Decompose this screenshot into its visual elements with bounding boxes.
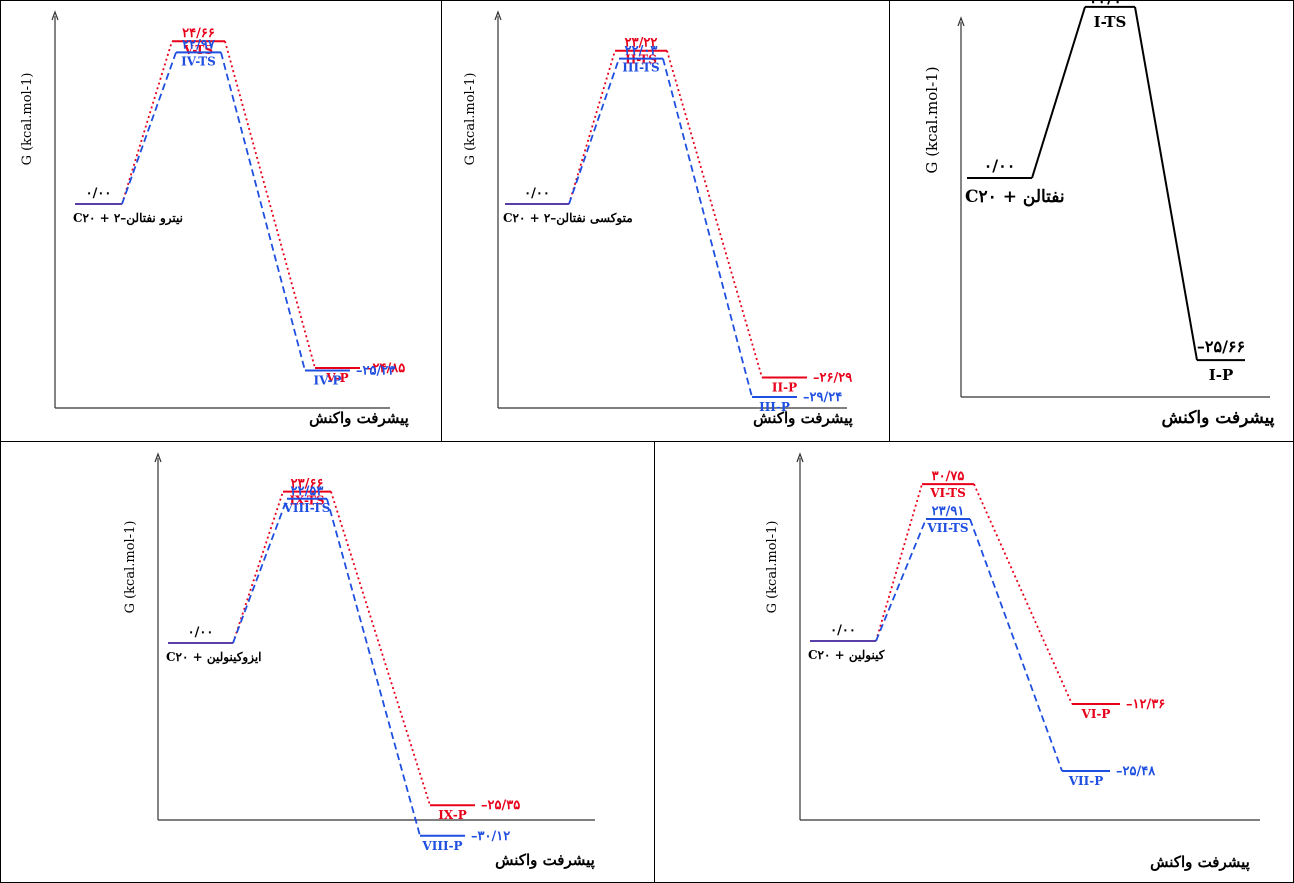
energy-profile-panel-5: G (kcal.mol-1) پیشرفت واکنش ۰/۰۰ C۲۰ + کینو… [765,452,1260,872]
ts-name-label: I-TS [1094,13,1127,31]
frame-col-divider-3 [654,441,655,883]
connector-ii-ts-out [666,50,763,378]
x-axis-label: پیشرفت واکنش [753,409,853,428]
ts-energy-value: ۲۳/۶۶ [291,477,324,492]
ts-name-label: VII-TS [926,521,968,535]
ts-energy-value: ۲۲/۵۳ [291,484,324,499]
connector-v-ts-in [121,40,173,205]
ts-name-label: II-TS [625,53,657,67]
x-axis-label: پیشرفت واکنش [1150,853,1250,872]
y-axis-label: G (kcal.mol-1) [463,73,478,166]
ts-energy-value: ۲۲/۹۷ [182,37,216,52]
product-name-label: IV-P [313,374,341,388]
x-axis-label: پیشرفت واکنش [1162,408,1275,428]
connector-i-ts-out [1134,6,1198,361]
product-energy-value: –۲۵/۶۶ [1197,337,1245,356]
connector-vi-ts-in [875,483,923,642]
energy-profile-panel-1: G (kcal.mol-1) پیشرفت واکنش ۰/۰۰ C۲۰ + ۲–نی… [20,10,409,428]
ts-name-label: IV-TS [181,54,216,68]
product-energy-value: –۲۵/۴۸ [1116,764,1156,779]
product-name-label: I-P [1209,366,1234,384]
reactant-energy-value: ۰/۰۰ [830,623,856,638]
connector-iv-ts-in [121,52,177,205]
product-name-label: II-P [772,381,797,395]
y-axis-label: G (kcal.mol-1) [923,66,941,173]
ts-energy-value: ۲۳/۲۲ [625,36,658,51]
reactant-energy-value: ۰/۰۰ [86,186,112,201]
product-energy-value: –۳۰/۱۲ [471,829,510,844]
frame-col-divider-2 [889,0,890,441]
y-axis-arrowhead [154,452,162,463]
product-energy-value: –۲۶/۲۹ [813,371,852,386]
connector-iii-ts-out [662,58,753,398]
connector-vii-ts-out [969,518,1063,772]
y-axis-label: G (kcal.mol-1) [20,73,35,166]
reactant-label: C۲۰ + ۲–نیترو نفتالن [73,211,183,226]
energy-profile-panel-4: G (kcal.mol-1) پیشرفت واکنش ۰/۰۰ C۲۰ + ایزو… [123,452,595,870]
ts-energy-value: ۲۴/۶۶ [182,26,215,41]
connector-ii-ts-in [568,50,616,205]
reactant-label: C۲۰ + کینولین [808,648,885,663]
connector-viii-ts-in [232,498,288,644]
reactant-energy-value: ۰/۰۰ [188,625,214,640]
x-axis-label: پیشرفت واکنش [495,851,595,870]
energy-profile-panel-2: G (kcal.mol-1) پیشرفت واکنش ۰/۰۰ C۲۰ + ۲–مت… [463,10,853,428]
reactant-label: C۲۰ + ایزوکینولین [166,650,262,665]
connector-i-ts-in [1031,6,1086,179]
product-name-label: V-P [325,371,348,385]
ts-name-label: VIII-TS [283,501,331,515]
product-name-label: IX-P [438,808,467,822]
connector-vii-ts-in [875,518,927,642]
reactant-label: C۲۰ + ۲–متوکسی نفتالن [503,211,633,226]
product-energy-value: –۲۵/۲۳ [356,364,395,379]
product-energy-value: –۲۴/۸۵ [366,361,405,376]
reactant-energy-value: ۰/۰۰ [984,156,1016,175]
y-axis-label: G (kcal.mol-1) [123,521,138,614]
reactant-label: C۲۰ + نفتالن [965,187,1065,207]
connector-v-ts-out [224,41,316,369]
y-axis-arrowhead [51,10,59,21]
connector-vi-ts-out [973,483,1073,705]
product-name-label: VII-P [1068,774,1104,788]
ts-energy-value: ۲۴/۱۰ [1090,0,1130,7]
ts-name-label: V-TS [183,43,213,57]
product-name-label: VIII-P [421,839,462,853]
ts-energy-value: ۲۳/۹۱ [932,504,965,519]
frame-row-divider [0,441,1294,442]
y-axis-arrowhead [957,16,965,27]
ts-energy-value: ۳۰/۷۵ [932,469,965,484]
reactant-energy-value: ۰/۰۰ [524,186,550,201]
product-energy-value: –۱۲/۳۶ [1126,697,1165,712]
y-axis-arrowhead [796,452,804,463]
connector-viii-ts-out [326,498,421,837]
ts-name-label: IX-TS [289,494,324,508]
product-energy-value: –۲۵/۳۵ [481,798,520,813]
connector-ix-ts-in [232,491,284,644]
y-axis-arrowhead [494,10,502,21]
connector-iii-ts-in [568,58,620,205]
x-axis-label: پیشرفت واکنش [309,409,409,428]
ts-energy-value: ۲۲/۰۳ [625,44,658,59]
frame-top [0,0,1294,1]
ts-name-label: VI-TS [929,486,966,500]
product-energy-value: –۲۹/۲۴ [803,390,842,405]
energy-profile-panel-3: G (kcal.mol-1) پیشرفت واکنش ۰/۰۰ C۲۰ + نفتا… [923,0,1275,428]
frame-col-divider-1 [441,0,442,441]
connector-ix-ts-out [330,491,431,806]
y-axis-label: G (kcal.mol-1) [765,521,780,614]
ts-name-label: III-TS [622,61,659,75]
connector-iv-ts-out [220,52,306,371]
product-name-label: III-P [759,400,790,414]
product-name-label: VI-P [1081,707,1111,721]
